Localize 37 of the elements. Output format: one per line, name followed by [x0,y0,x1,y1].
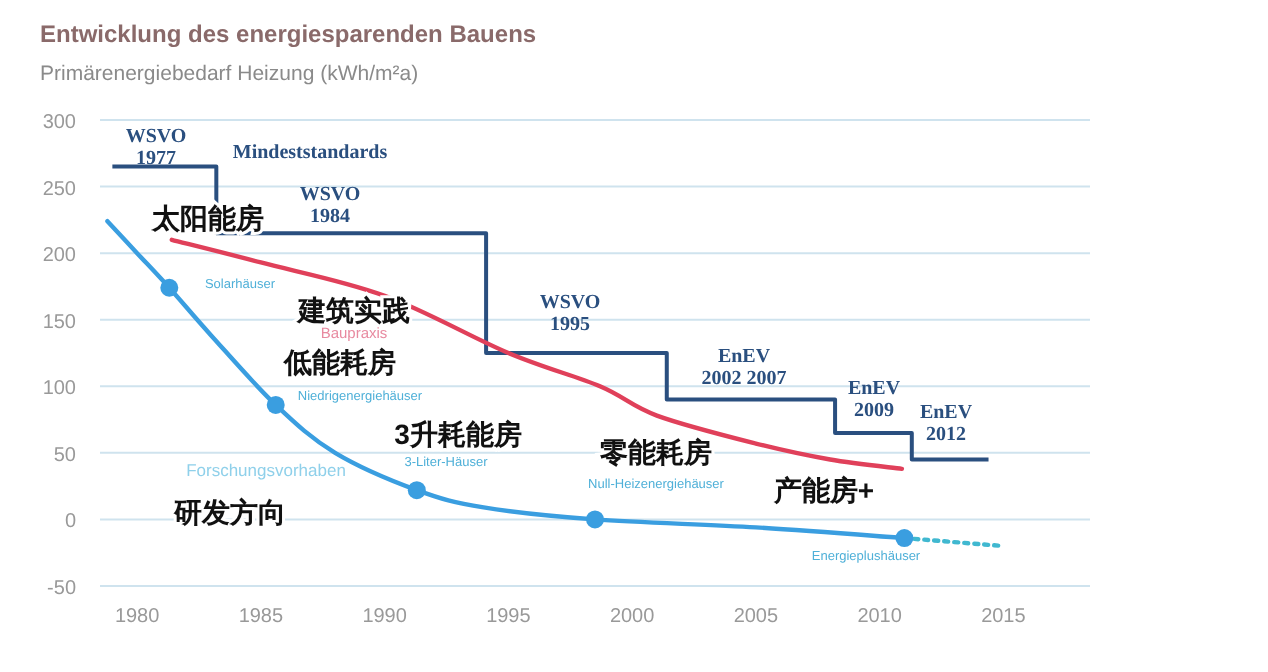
x-tick-label: 1980 [114,606,161,628]
annotation: WSVO 1995 [539,292,601,336]
y-tick-label: 50 [53,444,77,467]
x-tick-label: 2005 [733,606,779,628]
x-tick-label: 2015 [981,606,1027,628]
y-tick-label: 100 [42,378,77,401]
y-tick-label: 0 [64,511,77,534]
x-tick-label: 1995 [486,606,532,628]
annotation: WSVO 1984 [299,184,361,228]
y-tick-label: 150 [42,311,77,334]
x-tick-label: 2000 [609,606,656,628]
point [895,529,914,548]
chart-subtitle: Primärenergiebedarf Heizung (kWh/m²a) [40,62,419,86]
annotation: EnEV 2009 [847,378,902,422]
annotation: Forschungsvorhaben [186,460,347,480]
y-tick-label: 200 [42,245,77,268]
annotation: 零能耗房 [598,436,712,468]
y-tick-label: -50 [47,578,77,600]
point [160,278,179,297]
annotation: EnEV 2012 [919,402,974,446]
point [266,395,285,414]
annotation: 低能耗房 [282,346,396,378]
y-tick-label: 250 [42,178,77,201]
annotation: EnEV 2002 2007 [701,346,787,390]
point [407,481,426,500]
annotation: 建筑实践 [296,294,410,326]
point [586,510,604,529]
annotation: Mindeststandards [232,142,388,164]
y-tick-label: 300 [42,112,77,134]
annotation: WSVO 1977 [125,126,187,170]
annotation: 3升耗能房 [394,418,522,450]
x-tick-label: 1990 [362,606,408,628]
annotation: 产能房+ [771,474,875,506]
chart-title: Entwicklung des energiesparenden Bauens [40,20,537,48]
x-tick-label: 2010 [857,606,903,628]
x-tick-label: 1985 [238,606,284,628]
annotation: 研发方向 [172,496,286,528]
